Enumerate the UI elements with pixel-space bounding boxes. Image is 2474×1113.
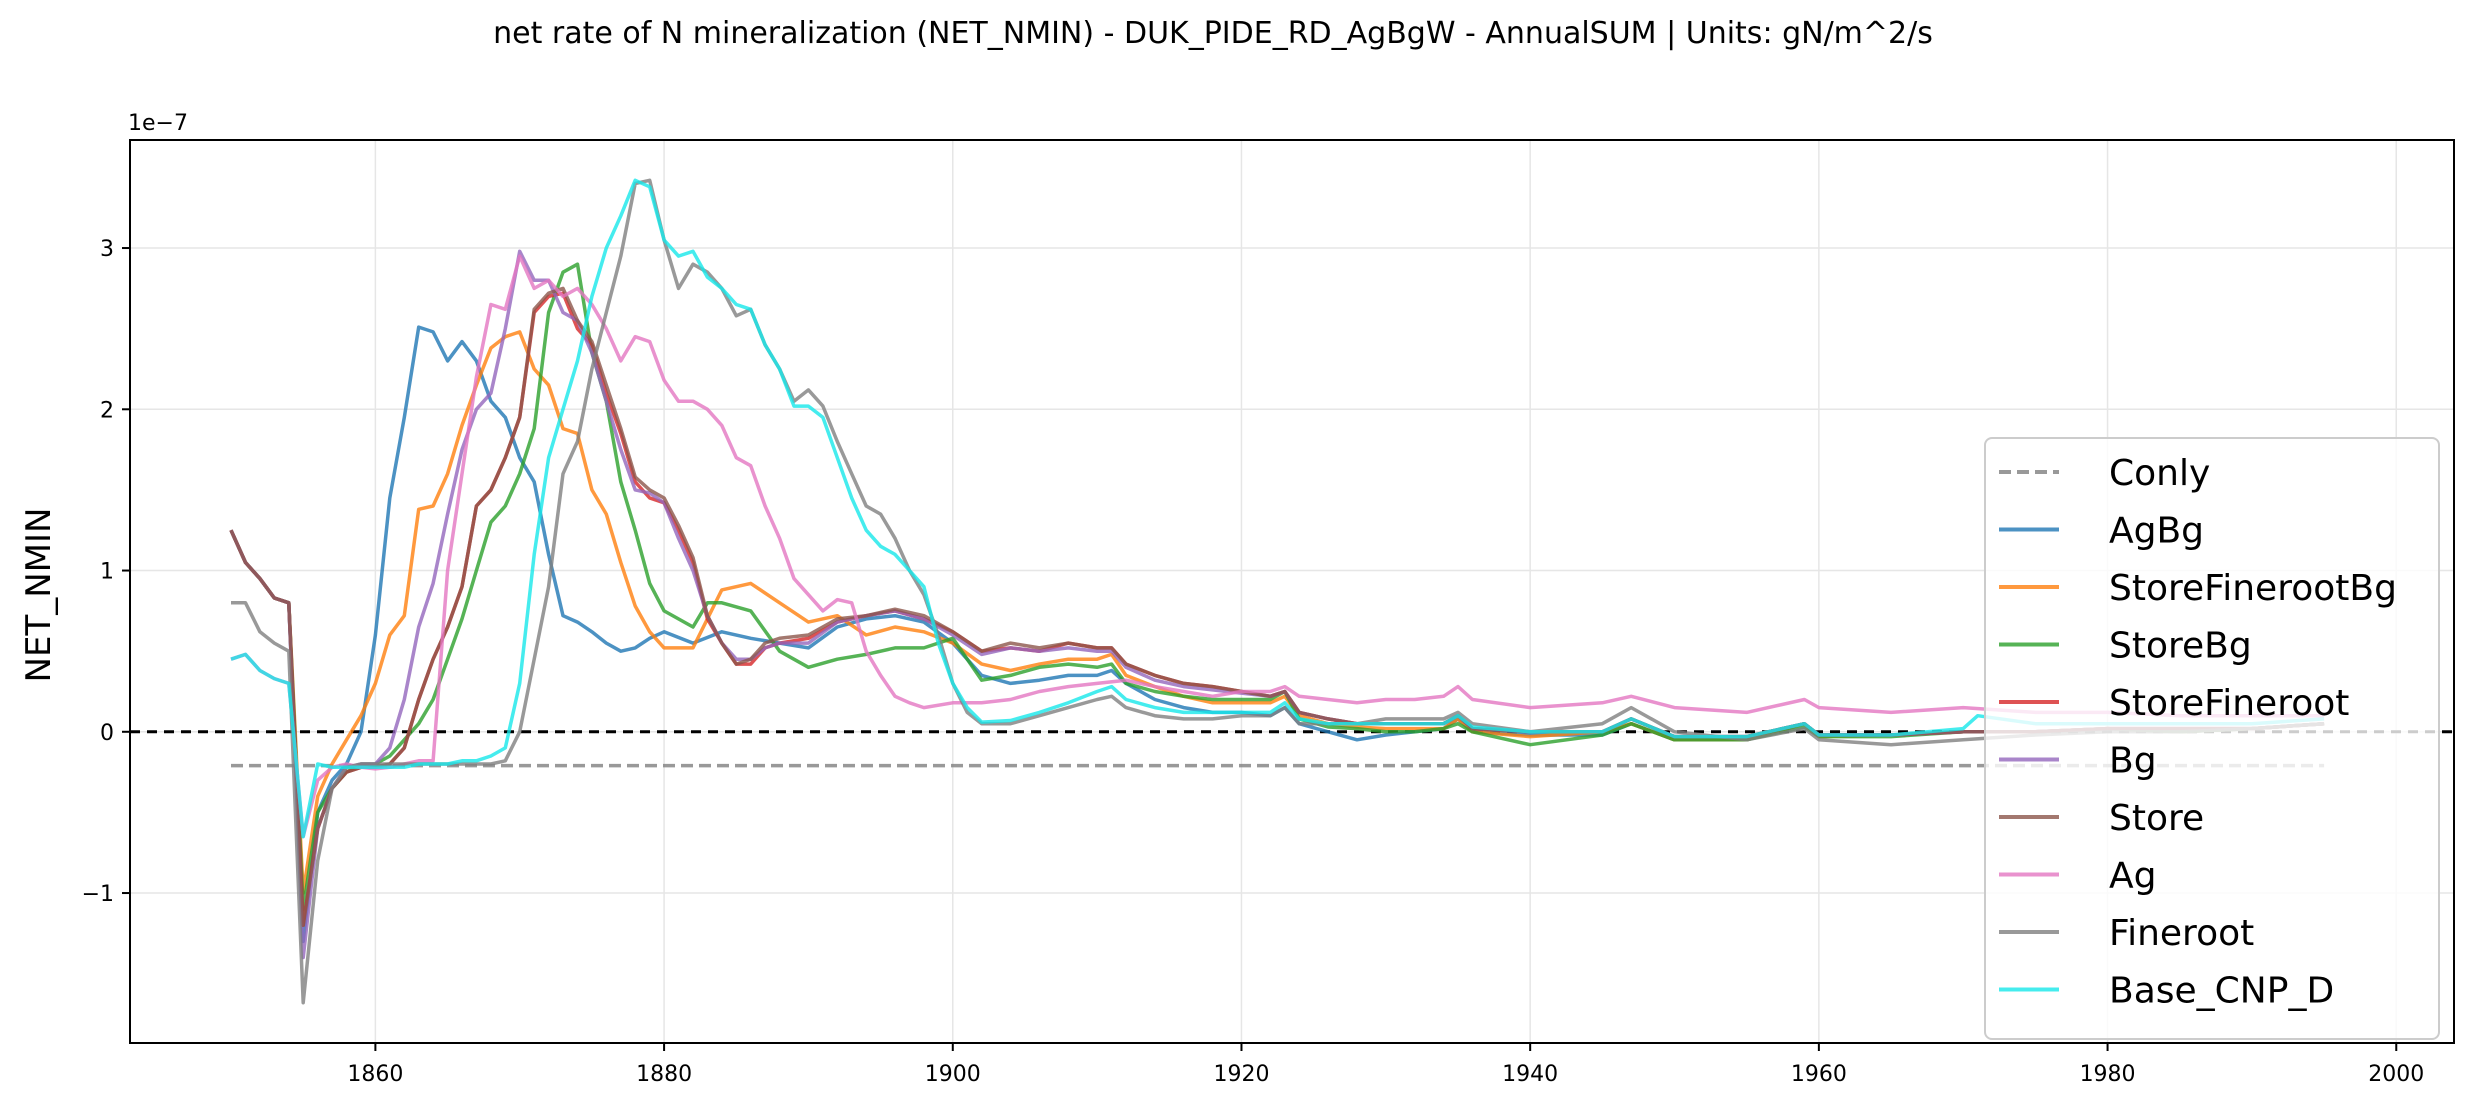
x-tick-label: 1880 [636,1062,692,1087]
x-tick-label: 1960 [1791,1062,1847,1087]
legend-label: Store [2109,798,2204,839]
x-tick-label: 1920 [1213,1062,1269,1087]
x-tick-label: 1860 [347,1062,403,1087]
legend-label: StoreFinerootBg [2109,568,2397,609]
legend-label: Ag [2109,856,2156,897]
y-axis-label: NET_NMIN [19,508,59,683]
legend-label: StoreBg [2109,626,2252,667]
legend-label: AgBg [2109,511,2204,552]
y-axis-ticks: −1 0 1 2 3 [82,237,130,907]
legend-box [1984,437,2440,1040]
legend-label: Base_CNP_D [2109,971,2334,1012]
series-line-base-cnp-d [230,178,2325,839]
series-line-ag [230,254,2325,839]
x-tick-label: 1980 [2080,1062,2136,1087]
chart-title: net rate of N mineralization (NET_NMIN) … [493,16,1933,51]
x-tick-label: 1900 [925,1062,981,1087]
legend-label: StoreFineroot [2109,683,2349,724]
legend-label: Conly [2109,453,2210,494]
x-axis-ticks: 1860 1880 1900 1920 1940 1960 1980 2000 [347,1043,2424,1087]
y-tick-label: 0 [100,721,114,746]
legend-label: Bg [2109,741,2157,782]
y-tick-label: 2 [100,398,114,423]
x-tick-label: 1940 [1502,1062,1558,1087]
x-tick-label: 2000 [2368,1062,2424,1087]
y-tick-label: 1 [100,560,114,585]
y-tick-label: −1 [82,882,114,907]
y-scale-label: 1e−7 [128,111,188,136]
legend-label: Fineroot [2109,913,2254,954]
series-line-storefinerootbg [229,330,2325,895]
plot-frame [129,139,2455,1044]
series-layer [229,178,2325,1005]
y-tick-label: 3 [100,237,114,262]
legend: ConlyAgBgStoreFinerootBgStoreBgStoreFine… [1984,437,2440,1040]
